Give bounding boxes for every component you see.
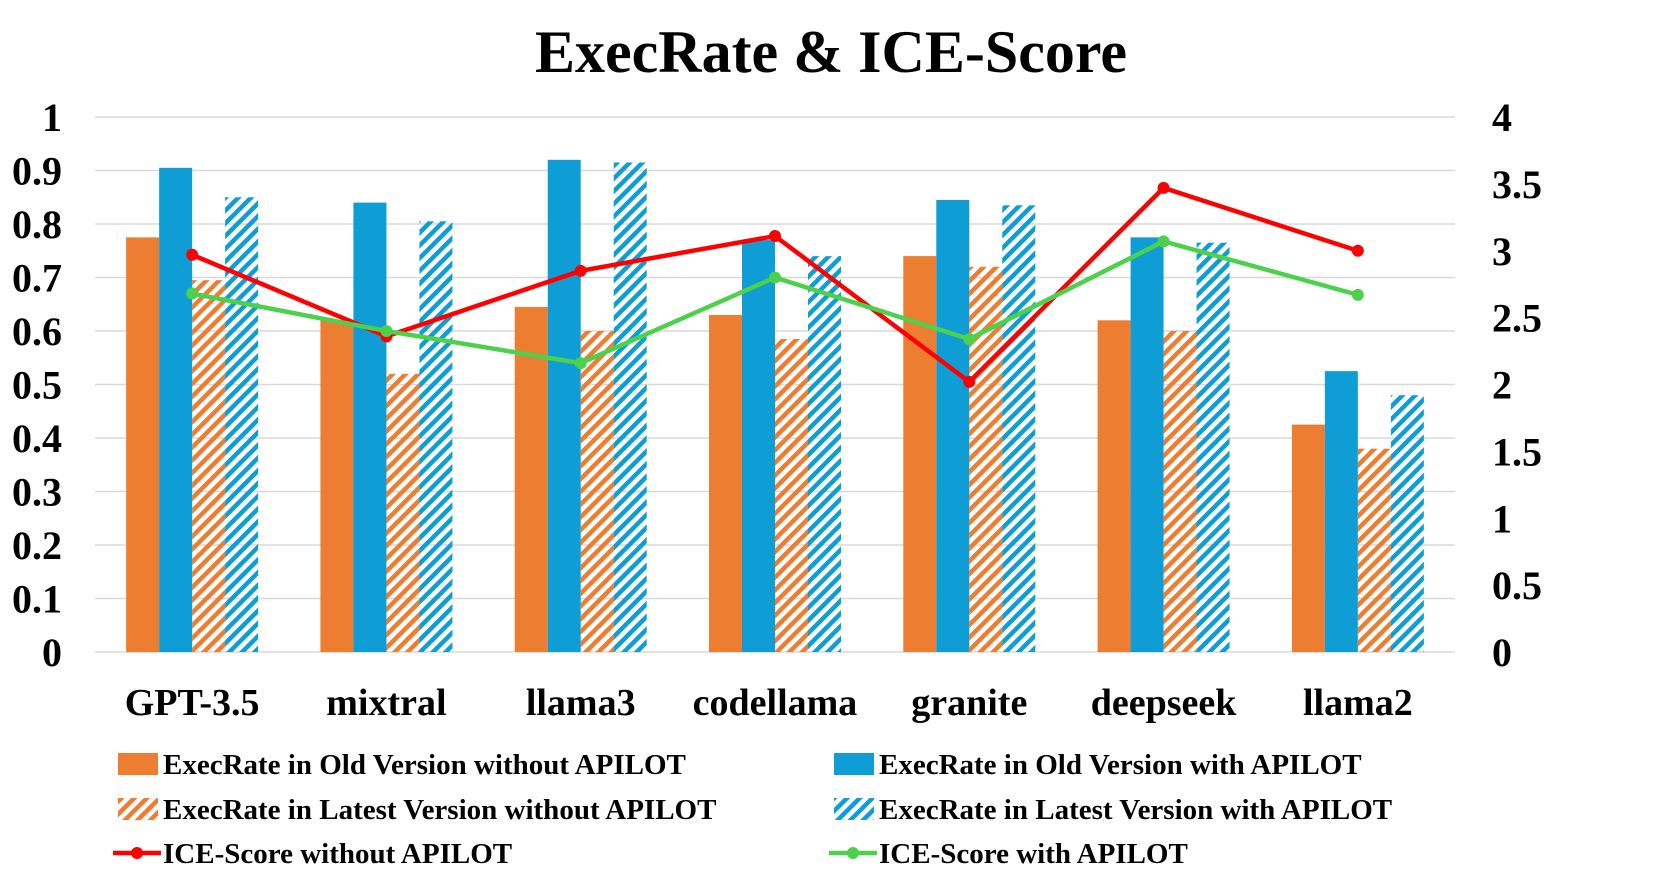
y2-tick-label: 2.5 <box>1492 296 1542 341</box>
bar <box>1357 448 1391 652</box>
y-tick-label: 0.2 <box>12 523 62 568</box>
bar <box>1196 242 1230 652</box>
legend-swatch-marker <box>131 847 143 859</box>
bar <box>709 314 742 652</box>
bar <box>225 197 259 652</box>
legend-swatch <box>834 798 874 820</box>
y-axis-left: 0 0.1 0.2 0.3 0.4 0.5 0.6 0.7 0.8 0.9 1 <box>12 95 62 675</box>
bar <box>808 256 841 652</box>
line-point <box>769 271 781 284</box>
line-point <box>1351 244 1364 257</box>
legend-label: ExecRate in Old Version with APILOT <box>879 749 1362 781</box>
x-tick-label: GPT-3.5 <box>125 682 260 724</box>
bar <box>159 167 193 652</box>
bar <box>580 331 614 652</box>
line-point <box>574 264 587 277</box>
bar <box>320 320 354 652</box>
x-tick-label: granite <box>911 682 1027 724</box>
x-tick-label: mixtral <box>326 682 446 724</box>
lines <box>186 181 1364 388</box>
bar <box>547 159 581 653</box>
bar <box>1130 237 1164 652</box>
y-tick-label: 0.3 <box>12 470 62 515</box>
bar <box>742 240 775 653</box>
legend-label: ICE-Score without APILOT <box>163 838 512 870</box>
x-tick-label: deepseek <box>1091 682 1238 724</box>
y2-tick-label: 3 <box>1492 229 1512 274</box>
bar <box>1097 320 1131 652</box>
legend-swatch <box>834 753 874 775</box>
line-point <box>963 375 976 388</box>
legend-label: ExecRate in Old Version without APILOT <box>163 749 686 781</box>
line-point <box>574 357 587 370</box>
line-point <box>380 325 393 337</box>
x-tick-label: llama3 <box>526 682 636 724</box>
bar <box>903 256 937 652</box>
bar <box>353 202 387 652</box>
bar <box>1002 205 1036 652</box>
bar <box>192 280 226 652</box>
line-point <box>1351 288 1364 301</box>
bar <box>1324 371 1358 652</box>
line-point <box>963 333 976 346</box>
y2-tick-label: 0.5 <box>1492 563 1542 608</box>
y-tick-label: 0.8 <box>12 202 62 247</box>
y-axis-right: 0 0.5 1 1.5 2 2.5 3 3.5 4 <box>1492 95 1542 675</box>
bar <box>613 162 647 652</box>
chart-title: ExecRate & ICE-Score <box>535 19 1127 85</box>
bar <box>514 306 548 652</box>
line-point <box>769 230 781 243</box>
y2-tick-label: 1.5 <box>1492 429 1542 474</box>
bars <box>126 159 1424 653</box>
y2-tick-label: 2 <box>1492 363 1512 408</box>
y2-tick-label: 4 <box>1492 95 1512 140</box>
bar <box>126 237 160 652</box>
bar <box>419 221 453 652</box>
bar <box>936 199 970 653</box>
y-tick-label: 0.9 <box>12 149 62 194</box>
bar <box>1390 395 1424 652</box>
legend-swatch <box>118 798 158 820</box>
legend-swatch-marker <box>847 847 859 859</box>
y-tick-label: 0 <box>42 630 62 675</box>
y-tick-label: 0.4 <box>12 416 62 461</box>
y2-tick-label: 0 <box>1492 630 1512 675</box>
line-point <box>1157 181 1170 194</box>
y-tick-label: 0.1 <box>12 577 62 622</box>
y2-tick-label: 1 <box>1492 496 1512 541</box>
line-point <box>186 248 199 261</box>
y-tick-label: 0.7 <box>12 256 62 301</box>
bar <box>1163 331 1197 652</box>
line-point <box>1157 235 1170 248</box>
y-tick-label: 0.5 <box>12 363 62 408</box>
line-point <box>186 287 199 300</box>
y2-tick-label: 3.5 <box>1492 162 1542 207</box>
x-tick-label: llama2 <box>1303 682 1413 724</box>
legend-label: ExecRate in Latest Version with APILOT <box>879 794 1392 826</box>
y-tick-label: 1 <box>42 95 62 140</box>
legend-label: ICE-Score with APILOT <box>879 838 1188 870</box>
bar <box>1291 424 1325 652</box>
legend-label: ExecRate in Latest Version without APILO… <box>163 794 716 826</box>
legend: ExecRate in Old Version without APILOT Ex… <box>113 749 1392 870</box>
bar <box>386 373 420 652</box>
x-axis: GPT-3.5 mixtral llama3 codellama granite deep… <box>125 682 1413 724</box>
legend-swatch <box>118 753 158 775</box>
y-tick-label: 0.6 <box>12 309 62 354</box>
bar <box>775 339 808 652</box>
x-tick-label: codellama <box>693 682 858 724</box>
